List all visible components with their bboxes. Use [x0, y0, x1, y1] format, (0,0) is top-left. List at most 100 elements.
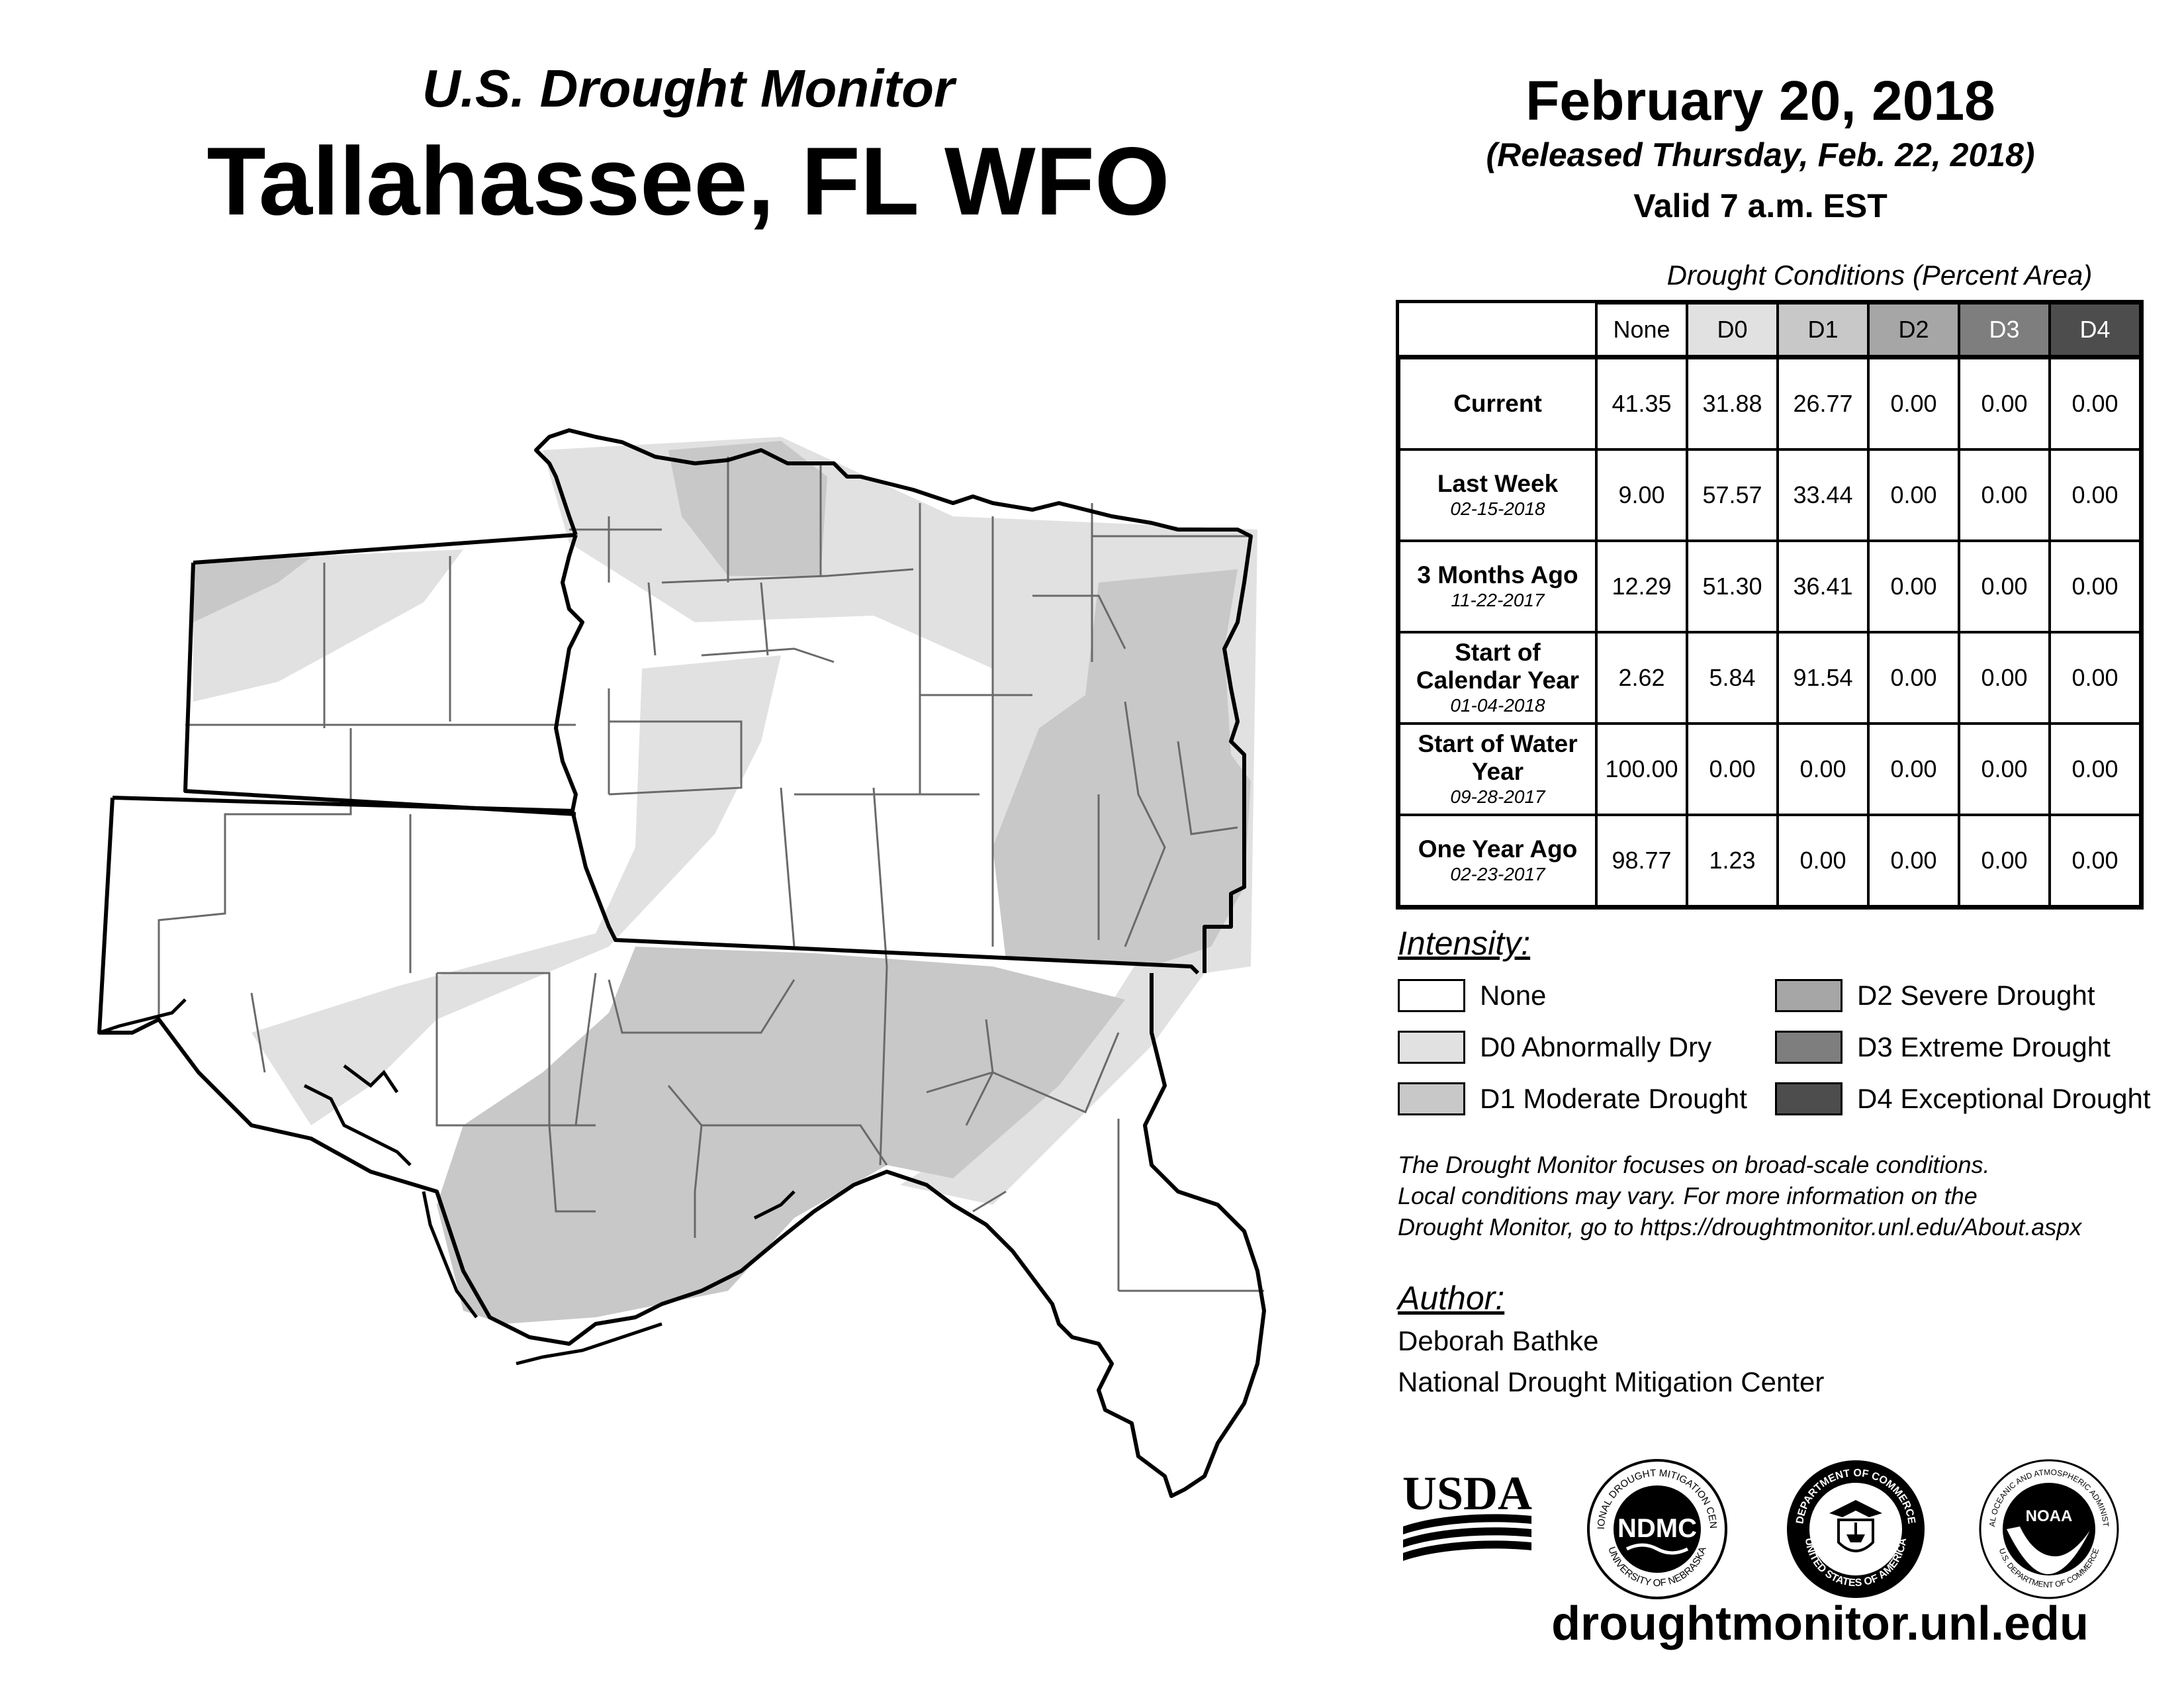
drought-shading: [193, 437, 1257, 1324]
table-cell: 31.88: [1686, 355, 1779, 451]
row-label-date: 02-23-2017: [1450, 864, 1545, 884]
column-header-none: None: [1595, 302, 1688, 359]
row-label-text: Current: [1453, 390, 1542, 417]
table-cell: 36.41: [1776, 539, 1870, 633]
row-label-date: 09-28-2017: [1450, 786, 1545, 807]
table-cell: 0.00: [1776, 814, 1870, 908]
column-header-d2: D2: [1867, 302, 1960, 359]
table-cell: 91.54: [1776, 631, 1870, 725]
table-cell: 0.00: [1867, 631, 1960, 725]
table-row: Start of Water Year 09-28-2017 100.00 0.0…: [1398, 722, 2142, 816]
usda-logo: USDA: [1402, 1467, 1532, 1561]
column-header-d0: D0: [1686, 302, 1779, 359]
legend-title: Intensity:: [1398, 925, 1531, 962]
map-subtitle: U.S. Drought Monitor: [422, 59, 955, 118]
disclaimer-note: The Drought Monitor focuses on broad-sca…: [1398, 1149, 2179, 1243]
table-cell: 0.00: [2048, 814, 2142, 908]
county-lines: [158, 457, 1264, 1292]
noaa-logo: NATIONAL OCEANIC AND ATMOSPHERIC ADMINIS…: [1976, 1456, 2119, 1599]
row-label-date: 01-04-2018: [1450, 695, 1545, 716]
table-cell: 98.77: [1595, 814, 1688, 908]
legend-swatch: [1398, 1031, 1465, 1064]
table-cell: 0.00: [1776, 722, 1870, 816]
table-cell: 0.00: [1867, 722, 1960, 816]
row-label: Current: [1398, 355, 1598, 451]
d0-area: [251, 655, 781, 1125]
drought-map: [97, 428, 1266, 1498]
table-caption: Drought Conditions (Percent Area): [1666, 259, 2093, 291]
usda-wordmark: USDA: [1402, 1467, 1532, 1520]
table-corner: [1399, 303, 1596, 357]
legend-item-d3: D3 Extreme Drought: [1775, 1029, 2111, 1066]
row-label: One Year Ago 02-23-2017: [1398, 814, 1598, 908]
table-cell: 0.00: [1958, 539, 2051, 633]
table-cell: 0.00: [1958, 814, 2051, 908]
eagle-icon: [1829, 1500, 1882, 1517]
d1-area: [437, 947, 1125, 1324]
table-cell: 51.30: [1686, 539, 1779, 633]
table-cell: 0.00: [2048, 539, 2142, 633]
row-label-text: Last Week: [1437, 470, 1559, 497]
d1-area: [193, 557, 311, 622]
ndmc-wordmark: NDMC: [1617, 1514, 1697, 1543]
row-label-text: Start of Water Year: [1418, 730, 1578, 785]
table-cell: 100.00: [1595, 722, 1688, 816]
table-cell: 5.84: [1686, 631, 1779, 725]
legend-label: D0 Abnormally Dry: [1480, 1031, 1712, 1062]
noaa-wordmark: NOAA: [2026, 1507, 2073, 1525]
table-cell: 9.00: [1595, 448, 1688, 542]
row-label-text: One Year Ago: [1418, 835, 1578, 863]
table-cell: 41.35: [1595, 355, 1688, 451]
legend-label: D2 Severe Drought: [1857, 980, 2095, 1011]
legend-swatch: [1775, 979, 1843, 1012]
table-cell: 0.00: [2048, 448, 2142, 542]
table-cell: 0.00: [1686, 722, 1779, 816]
website-url: droughtmonitor.unl.edu: [1551, 1597, 2089, 1650]
d1-area: [668, 441, 827, 576]
table-cell: 0.00: [1958, 448, 2051, 542]
table-cell: 57.57: [1686, 448, 1779, 542]
row-label: Start of Calendar Year 01-04-2018: [1398, 631, 1598, 725]
author-organization: National Drought Mitigation Center: [1398, 1366, 1825, 1397]
commerce-seal-logo: DEPARTMENT OF COMMERCE UNITED STATES OF …: [1787, 1460, 1925, 1598]
row-label-date: 11-22-2017: [1451, 590, 1545, 610]
table-row: Last Week 02-15-2018 9.00 57.57 33.44 0.0…: [1398, 448, 2142, 542]
legend-item-d1: D1 Moderate Drought: [1398, 1080, 1747, 1117]
legend-item-d0: D0 Abnormally Dry: [1398, 1029, 1711, 1066]
bird-icon: [2007, 1526, 2090, 1575]
table-cell: 2.62: [1595, 631, 1688, 725]
legend-label: None: [1480, 980, 1547, 1011]
legend-item-d4: D4 Exceptional Drought: [1775, 1080, 2151, 1117]
row-label: 3 Months Ago 11-22-2017: [1398, 539, 1598, 633]
legend-label: D4 Exceptional Drought: [1857, 1083, 2151, 1114]
table-header-row: None D0 D1 D2 D3 D4: [1399, 302, 2142, 359]
table-cell: 0.00: [1867, 814, 1960, 908]
legend-label: D3 Extreme Drought: [1857, 1031, 2111, 1062]
note-line: The Drought Monitor focuses on broad-sca…: [1398, 1151, 1990, 1178]
legend-item-d2: D2 Severe Drought: [1775, 977, 2095, 1014]
legend-swatch: [1775, 1031, 1843, 1064]
coastline-details: [99, 998, 796, 1366]
row-label-text: 3 Months Ago: [1417, 561, 1578, 588]
table-cell: 0.00: [1867, 355, 1960, 451]
table-row: Start of Calendar Year 01-04-2018 2.62 5.…: [1398, 631, 2142, 725]
column-header-d1: D1: [1776, 302, 1870, 359]
table-cell: 1.23: [1686, 814, 1779, 908]
row-label: Last Week 02-15-2018: [1398, 448, 1598, 542]
table-cell: 33.44: [1776, 448, 1870, 542]
table-cell: 0.00: [2048, 631, 2142, 725]
map-date: February 20, 2018: [1525, 70, 1995, 132]
table-cell: 0.00: [1958, 722, 2051, 816]
valid-time: Valid 7 a.m. EST: [1633, 187, 1888, 224]
table-cell: 26.77: [1776, 355, 1870, 451]
note-line: Local conditions may vary. For more info…: [1398, 1182, 1978, 1209]
table-cell: 0.00: [2048, 722, 2142, 816]
state-borders: [97, 428, 1266, 1498]
table-row: 3 Months Ago 11-22-2017 12.29 51.30 36.41…: [1398, 539, 2142, 633]
release-date: (Released Thursday, Feb. 22, 2018): [1486, 136, 2035, 173]
table-cell: 0.00: [2048, 355, 2142, 451]
legend-item-none: None: [1398, 977, 1546, 1014]
table-cell: 0.00: [1867, 448, 1960, 542]
legend-swatch: [1398, 1082, 1465, 1115]
row-label: Start of Water Year 09-28-2017: [1398, 722, 1598, 816]
